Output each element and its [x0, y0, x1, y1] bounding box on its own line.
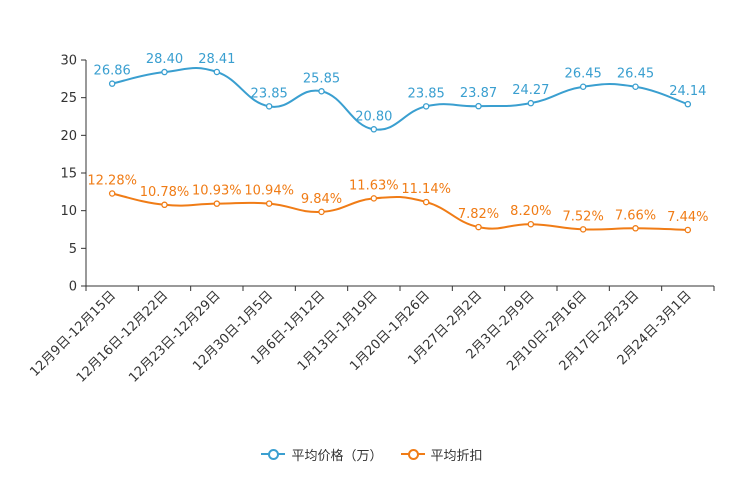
data-label-1-7: 7.82% — [458, 207, 499, 222]
data-labels: 26.86 28.40 28.41 23.85 25.85 20.80 23.85 23.87… — [87, 52, 708, 225]
series-line-1 — [111, 192, 688, 231]
data-label-0-6: 23.85 — [408, 86, 445, 101]
y-tick-label: 0 — [69, 280, 77, 295]
y-tick-label: 5 — [69, 242, 77, 257]
data-label-1-11: 7.44% — [667, 210, 708, 225]
data-label-1-10: 7.66% — [615, 208, 656, 223]
data-point-0-4 — [318, 88, 325, 95]
data-point-1-0 — [108, 190, 116, 197]
data-label-0-1: 28.40 — [146, 52, 183, 67]
data-point-1-2 — [213, 200, 221, 207]
data-label-1-4: 9.84% — [301, 192, 342, 207]
y-tick-label: 15 — [60, 167, 77, 182]
data-label-0-11: 24.14 — [669, 84, 706, 99]
data-point-0-5 — [370, 126, 378, 133]
data-label-0-5: 20.80 — [355, 109, 392, 124]
data-point-1-4 — [318, 208, 325, 216]
data-label-0-3: 23.85 — [251, 86, 288, 101]
legend-label-discount: 平均折扣 — [430, 448, 483, 464]
legend: 平均价格（万） 平均折扣 — [0, 444, 744, 464]
data-label-1-2: 10.93% — [192, 184, 242, 199]
data-point-1-8 — [527, 220, 535, 228]
data-label-0-9: 26.45 — [565, 67, 602, 82]
data-label-1-1: 10.78% — [140, 185, 190, 200]
data-point-1-1 — [161, 201, 168, 209]
data-point-1-7 — [475, 223, 482, 231]
data-label-0-0: 26.86 — [94, 64, 131, 79]
legend-item-price[interactable]: 平均价格（万） — [261, 445, 383, 464]
data-point-0-11 — [684, 100, 692, 108]
data-point-0-2 — [213, 68, 221, 76]
data-point-0-6 — [422, 103, 430, 110]
data-point-1-9 — [579, 226, 587, 233]
data-label-1-5: 11.63% — [349, 178, 399, 193]
legend-swatch-discount — [400, 448, 425, 460]
x-tick-label: 12月23日-12月29日 — [126, 288, 223, 385]
data-point-0-9 — [579, 83, 587, 90]
data-label-0-7: 23.87 — [460, 86, 497, 101]
data-point-0-3 — [265, 103, 273, 110]
axes: 0 5 10 15 20 25 30 12月9日-12月15日12月16日-12月22日12月… — [27, 54, 715, 386]
y-tick-label: 25 — [60, 91, 77, 106]
data-label-1-6: 11.14% — [401, 182, 451, 197]
data-point-1-11 — [684, 226, 692, 234]
x-tick-label: 12月16日-12月22日 — [74, 288, 171, 385]
data-label-0-10: 26.45 — [617, 67, 654, 82]
data-label-1-9: 7.52% — [563, 209, 604, 224]
data-label-1-8: 8.20% — [510, 204, 551, 219]
y-tick-label: 20 — [60, 129, 77, 144]
data-point-1-5 — [370, 195, 378, 202]
data-point-1-3 — [265, 200, 273, 207]
data-point-1-10 — [632, 225, 639, 232]
data-point-0-1 — [161, 68, 168, 76]
data-point-0-10 — [632, 83, 639, 90]
data-label-1-0: 12.28% — [87, 173, 137, 188]
y-tick-label: 30 — [60, 54, 77, 69]
data-label-0-4: 25.85 — [303, 71, 340, 86]
data-label-0-8: 24.27 — [512, 83, 549, 98]
data-point-0-7 — [475, 102, 482, 110]
data-point-1-6 — [422, 198, 430, 206]
data-label-0-2: 28.41 — [198, 52, 235, 67]
data-point-0-8 — [527, 99, 535, 107]
legend-swatch-price — [261, 448, 286, 460]
series-layer — [108, 67, 692, 234]
data-label-1-3: 10.94% — [244, 184, 294, 199]
legend-item-discount[interactable]: 平均折扣 — [400, 445, 483, 464]
x-tick-label: 12月9日-12月15日 — [27, 288, 119, 380]
legend-label-price: 平均价格（万） — [291, 448, 383, 464]
data-point-0-0 — [108, 80, 116, 87]
y-tick-label: 10 — [60, 204, 77, 219]
